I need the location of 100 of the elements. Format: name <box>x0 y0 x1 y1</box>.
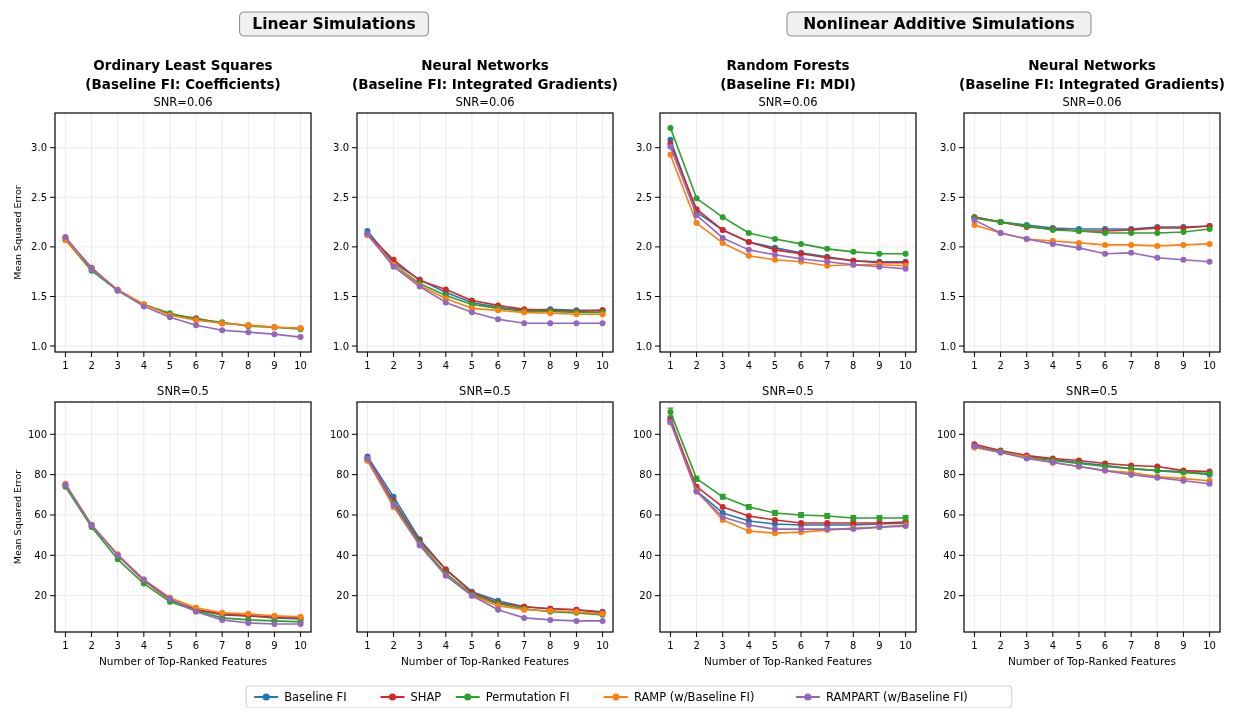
y-tick-label: 100 <box>329 428 349 440</box>
chart-title: Neural Networks (Baseline FI: Integrated Gradients) <box>351 57 619 92</box>
x-tick-label: 2 <box>997 640 1004 651</box>
legend-label: SHAP <box>410 690 442 705</box>
x-tick-label: 5 <box>166 360 174 371</box>
legend-label: RAMPART (w/Baseline FI) <box>825 690 968 705</box>
y-tick-label: 1.0 <box>333 340 349 352</box>
chart-subtitle: SNR=0.5 <box>1066 384 1118 398</box>
text: Linear Simulations <box>252 15 416 33</box>
y-tick-label: 3.0 <box>333 142 349 154</box>
x-tick-label: 8 <box>1154 360 1161 371</box>
x-tick-label: 10 <box>1203 640 1216 651</box>
y-tick-label: 80 <box>943 469 956 481</box>
x-tick-label: 8 <box>547 640 554 651</box>
x-tick-label: 10 <box>294 640 307 651</box>
x-tick-label: 6 <box>1101 360 1109 371</box>
text: Nonlinear Additive Simulations <box>803 15 1075 33</box>
legend-label: RAMP (w/Baseline FI) <box>633 690 755 705</box>
x-tick-label: 6 <box>797 360 805 371</box>
x-tick-label: 9 <box>573 360 580 371</box>
x-tick-label: 3 <box>114 360 121 371</box>
y-tick-label: 1.5 <box>940 290 956 302</box>
chart-subtitle: SNR=0.06 <box>758 95 818 109</box>
chart-subtitle: SNR=0.06 <box>1062 95 1122 109</box>
y-tick-label: 60 <box>336 509 349 521</box>
x-tick-label: 10 <box>1203 360 1216 371</box>
x-tick-label: 9 <box>271 640 278 651</box>
x-tick-label: 5 <box>771 360 779 371</box>
x-tick-label: 1 <box>667 360 674 371</box>
x-tick-label: 7 <box>521 360 528 371</box>
y-tick-label: 40 <box>639 549 652 561</box>
x-tick-label: 4 <box>140 640 147 651</box>
y-tick-label: 80 <box>34 469 47 481</box>
x-tick-label: 6 <box>494 640 502 651</box>
chart-subtitle: SNR=0.5 <box>459 384 511 398</box>
y-tick-label: 3.0 <box>636 142 652 154</box>
legend-label: Permutation FI <box>485 690 570 705</box>
y-tick-label: 2.0 <box>940 241 956 253</box>
x-tick-label: 6 <box>1101 640 1109 651</box>
x-tick-label: 1 <box>364 640 371 651</box>
y-axis-title: Mean Squared Error <box>12 469 23 565</box>
y-tick-label: 60 <box>34 509 47 521</box>
x-tick-label: 1 <box>971 360 978 371</box>
x-tick-label: 6 <box>797 640 805 651</box>
y-tick-label: 1.5 <box>333 290 349 302</box>
y-tick-label: 100 <box>27 428 47 440</box>
y-tick-label: 2.0 <box>636 241 652 253</box>
y-tick-label: 1.5 <box>636 290 652 302</box>
x-tick-label: 2 <box>997 360 1004 371</box>
x-tick-label: 6 <box>494 360 502 371</box>
x-tick-label: 6 <box>192 360 200 371</box>
x-tick-label: 10 <box>596 360 609 371</box>
chart-subtitle: SNR=0.5 <box>762 384 814 398</box>
x-tick-label: 2 <box>390 360 397 371</box>
y-tick-label: 100 <box>936 428 956 440</box>
y-tick-label: 2.0 <box>333 241 349 253</box>
x-tick-label: 1 <box>364 360 371 371</box>
y-tick-label: 3.0 <box>31 142 47 154</box>
x-tick-label: 9 <box>876 640 883 651</box>
x-tick-label: 3 <box>1023 360 1030 371</box>
y-tick-label: 40 <box>336 549 349 561</box>
x-tick-label: 4 <box>442 640 449 651</box>
x-tick-label: 1 <box>62 360 69 371</box>
x-tick-label: 7 <box>1128 640 1135 651</box>
chart-subtitle: SNR=0.06 <box>455 95 515 109</box>
x-axis-title: Number of Top-Ranked Features <box>401 655 569 667</box>
x-tick-label: 2 <box>693 360 700 371</box>
x-tick-label: 9 <box>271 360 278 371</box>
x-tick-label: 1 <box>667 640 674 651</box>
y-tick-label: 2.5 <box>31 191 47 203</box>
x-tick-label: 2 <box>88 360 95 371</box>
chart-title: Ordinary Least Squares (Baseline FI: Coefficients) <box>85 57 281 92</box>
x-tick-label: 8 <box>850 640 857 651</box>
x-tick-label: 5 <box>468 360 476 371</box>
x-tick-label: 9 <box>1180 640 1187 651</box>
x-tick-label: 8 <box>245 640 252 651</box>
y-tick-label: 2.5 <box>940 191 956 203</box>
chart-title: Random Forests (Baseline FI: MDI) <box>720 57 856 92</box>
x-tick-label: 7 <box>824 640 831 651</box>
x-tick-label: 5 <box>1075 360 1083 371</box>
x-tick-label: 3 <box>114 640 121 651</box>
x-tick-label: 9 <box>1180 360 1187 371</box>
x-tick-label: 10 <box>596 640 609 651</box>
x-tick-label: 4 <box>140 360 147 371</box>
x-tick-label: 4 <box>745 640 752 651</box>
x-tick-label: 8 <box>547 360 554 371</box>
x-tick-label: 8 <box>850 360 857 371</box>
x-tick-label: 2 <box>693 640 700 651</box>
y-axis-title: Mean Squared Error <box>12 185 23 280</box>
y-tick-label: 60 <box>943 509 956 521</box>
y-tick-label: 20 <box>639 590 652 602</box>
x-tick-label: 3 <box>416 640 423 651</box>
x-tick-label: 7 <box>219 360 226 371</box>
x-tick-label: 9 <box>876 360 883 371</box>
y-tick-label: 2.0 <box>31 241 47 253</box>
y-tick-label: 20 <box>336 590 349 602</box>
x-tick-label: 8 <box>245 360 252 371</box>
x-tick-label: 10 <box>899 640 912 651</box>
x-tick-label: 3 <box>719 640 726 651</box>
y-tick-label: 20 <box>34 590 47 602</box>
